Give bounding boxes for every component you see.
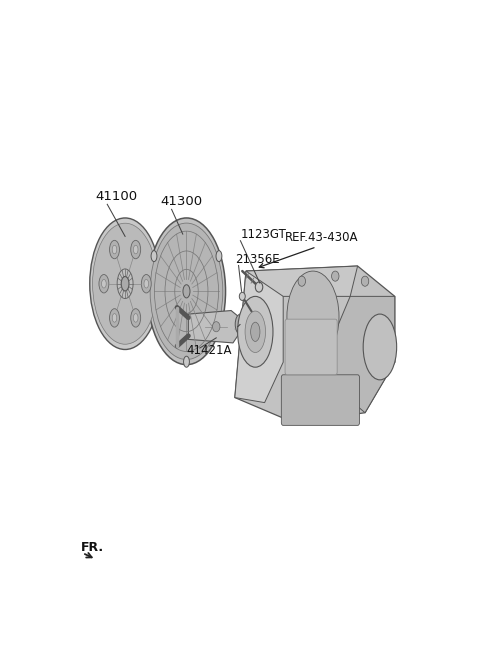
Polygon shape: [235, 271, 283, 403]
Ellipse shape: [183, 284, 190, 298]
Polygon shape: [246, 266, 358, 296]
Ellipse shape: [93, 223, 157, 344]
Polygon shape: [335, 296, 395, 413]
Ellipse shape: [112, 245, 117, 254]
Polygon shape: [235, 266, 395, 423]
Text: REF.43-430A: REF.43-430A: [285, 231, 359, 244]
Ellipse shape: [238, 296, 273, 367]
Text: 21356E: 21356E: [235, 253, 279, 266]
Circle shape: [213, 322, 220, 332]
Ellipse shape: [109, 240, 120, 259]
Ellipse shape: [251, 322, 260, 342]
Polygon shape: [188, 311, 240, 343]
Circle shape: [361, 276, 369, 286]
Text: FR.: FR.: [81, 541, 104, 554]
Circle shape: [255, 282, 263, 292]
Ellipse shape: [147, 218, 226, 365]
Ellipse shape: [151, 250, 157, 261]
Ellipse shape: [133, 245, 138, 254]
Text: 41100: 41100: [96, 191, 137, 203]
Ellipse shape: [245, 311, 265, 353]
Ellipse shape: [133, 313, 138, 322]
Ellipse shape: [141, 275, 151, 293]
Ellipse shape: [287, 271, 339, 362]
Text: 41421A: 41421A: [186, 344, 232, 357]
Ellipse shape: [121, 277, 129, 291]
Ellipse shape: [102, 279, 106, 288]
FancyBboxPatch shape: [285, 319, 337, 374]
FancyBboxPatch shape: [281, 374, 360, 425]
Ellipse shape: [117, 269, 133, 298]
Circle shape: [332, 271, 339, 281]
Circle shape: [298, 276, 306, 286]
Ellipse shape: [235, 314, 246, 334]
Ellipse shape: [112, 313, 117, 322]
Ellipse shape: [99, 275, 109, 293]
Ellipse shape: [150, 223, 223, 359]
Ellipse shape: [144, 279, 149, 288]
Circle shape: [240, 292, 245, 300]
Ellipse shape: [131, 240, 141, 259]
Ellipse shape: [131, 309, 141, 327]
Ellipse shape: [216, 250, 222, 261]
Ellipse shape: [183, 356, 190, 367]
Ellipse shape: [109, 309, 120, 327]
Text: 1123GT: 1123GT: [240, 228, 286, 241]
Ellipse shape: [363, 314, 396, 380]
Text: 41300: 41300: [160, 195, 203, 208]
Ellipse shape: [90, 218, 160, 350]
